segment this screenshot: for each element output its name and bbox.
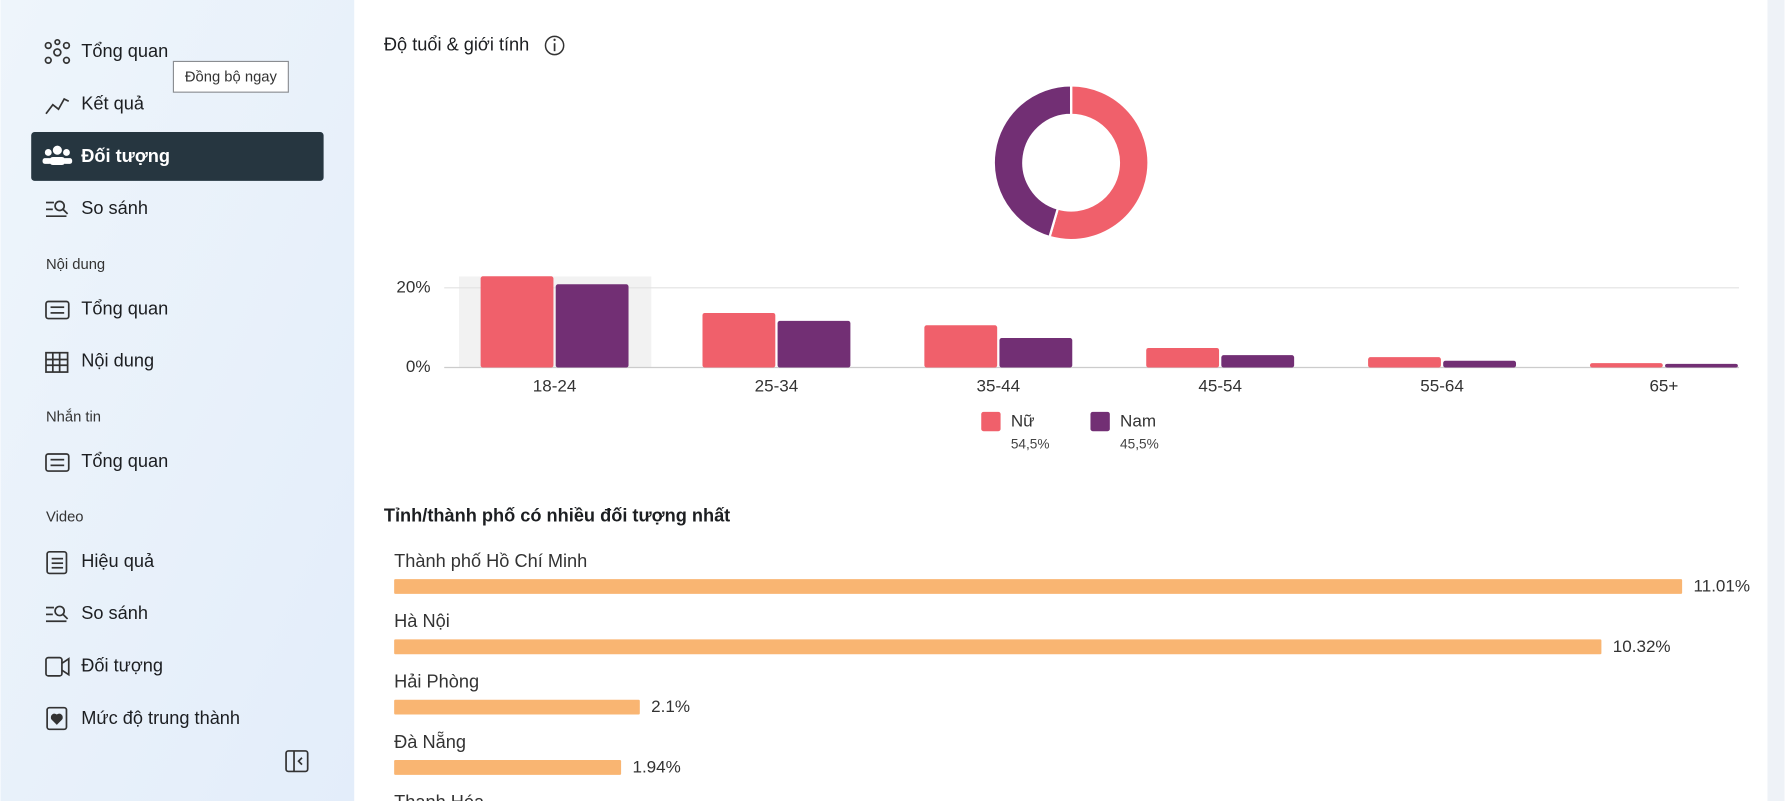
chart-title: Độ tuổi & giới tính <box>384 34 529 54</box>
icon-video-compare <box>45 605 69 623</box>
city-label: Thanh Hóa <box>394 792 485 801</box>
legend-swatch[interactable] <box>1090 411 1110 432</box>
icon-content <box>45 351 69 373</box>
city-chart: Thành phố Hồ Chí Minh 11.01% Hà Nội 10.32% H… <box>394 551 1750 801</box>
icon-overview <box>44 38 71 65</box>
bar <box>394 579 1683 594</box>
legend-share: 45,5% <box>1120 436 1159 451</box>
bar <box>394 760 622 775</box>
menu-item[interactable]: Hiệu quả <box>81 551 155 571</box>
bar <box>1589 363 1663 368</box>
menu-item[interactable]: Tổng quan <box>81 451 168 471</box>
main-panel <box>354 0 1768 801</box>
x-tick-label: 25-34 <box>755 376 799 395</box>
bar <box>394 639 1602 655</box>
donut-slice <box>992 84 1073 239</box>
x-tick-label: 45-54 <box>1198 376 1242 395</box>
x-tick-label: 55-64 <box>1420 376 1464 395</box>
value-label: 2.1% <box>651 697 690 716</box>
icon-compare <box>45 200 69 218</box>
section-heading: Video <box>46 510 84 526</box>
info-icon[interactable] <box>544 35 565 56</box>
legend-label[interactable]: Nam <box>1120 412 1156 431</box>
menu-item[interactable]: Tổng quan <box>81 41 168 61</box>
city-label: Hải Phòng <box>394 671 479 691</box>
city-label: Đà Nẵng <box>394 732 466 752</box>
city-label: Hà Nội <box>394 611 450 631</box>
bar <box>555 284 629 368</box>
bar <box>394 699 640 715</box>
bar <box>1443 360 1517 368</box>
icons <box>42 38 309 773</box>
menu-item[interactable]: Kết quả <box>81 93 145 113</box>
menu-item[interactable]: Đối tượng <box>81 146 170 166</box>
y-tick-label: 0% <box>406 357 431 376</box>
icon-loyalty <box>46 706 68 731</box>
bar <box>480 276 554 368</box>
value-label: 1.94% <box>632 758 680 777</box>
x-tick-label: 35-44 <box>977 376 1021 395</box>
bar <box>999 338 1073 368</box>
city-label: Thành phố Hồ Chí Minh <box>394 551 587 571</box>
y-tick-label: 20% <box>396 277 430 296</box>
menu-item[interactable]: Tổng quan <box>81 298 168 318</box>
legend-label[interactable]: Nữ <box>1011 412 1035 431</box>
menu-item-active[interactable] <box>31 131 324 181</box>
menu-item[interactable]: Nội dung <box>81 351 154 371</box>
menu-item[interactable]: So sánh <box>81 603 148 623</box>
tooltip-box <box>172 60 289 93</box>
menu-item[interactable]: Đối tượng <box>81 656 163 676</box>
section-heading: Nội dung <box>46 257 105 273</box>
legend-swatch[interactable] <box>981 411 1001 432</box>
icon-video-audience <box>45 656 70 677</box>
scroll-gutter <box>1767 0 1785 801</box>
age-gender-chart: 0% 20% 18-24 25-34 35-44 45-54 55-64 65+ Nữ 54,5%… <box>396 84 1740 451</box>
tooltip: Đồng bộ ngay <box>185 69 278 85</box>
icon-results <box>45 97 70 115</box>
bar <box>702 312 776 368</box>
menu-item[interactable]: Mức độ trung thành <box>81 708 240 728</box>
icon-audience <box>42 145 73 165</box>
section-heading: Nhắn tin <box>46 408 101 425</box>
value-label: 10.32% <box>1613 637 1671 656</box>
icon-messages <box>45 453 70 472</box>
collapse-button[interactable] <box>285 750 309 773</box>
value-label: 11.01% <box>1694 577 1751 596</box>
donut-slice <box>1048 84 1150 242</box>
bar <box>924 325 998 368</box>
sidebar-menu: Tổng quan Kết quả Đối tượng So sánh Nội dung… <box>31 41 324 728</box>
bar <box>1221 355 1295 368</box>
icon-video-performance <box>46 550 68 575</box>
bar <box>1665 363 1738 368</box>
bar <box>1368 357 1441 368</box>
icon-content-overview <box>45 300 70 320</box>
x-tick-label: 65+ <box>1649 376 1678 395</box>
x-tick-label: 18-24 <box>533 376 577 395</box>
bar <box>777 320 851 368</box>
legend-share: 54,5% <box>1011 436 1050 451</box>
menu-item[interactable]: So sánh <box>81 198 148 218</box>
chart-title: Tỉnh/thành phố có nhiều đối tượng nhất <box>384 505 730 525</box>
sidebar <box>0 0 355 801</box>
bar <box>1146 347 1220 368</box>
